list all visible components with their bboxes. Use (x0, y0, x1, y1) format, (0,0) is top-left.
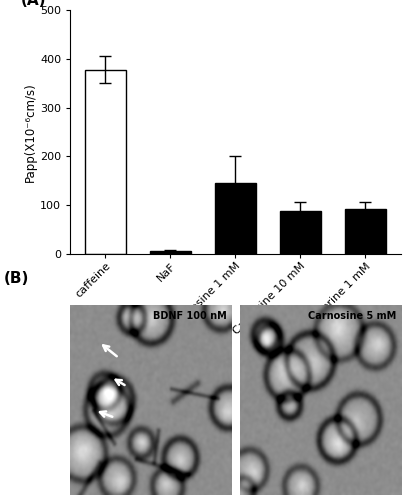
Bar (215, 183, 256, 254)
Bar (345, 209, 386, 254)
Text: Carnosine 5 mM: Carnosine 5 mM (308, 311, 396, 321)
Text: (A): (A) (21, 0, 46, 8)
Text: (B): (B) (4, 272, 29, 286)
Text: BDNF 100 nM: BDNF 100 nM (153, 311, 226, 321)
Bar (280, 211, 320, 254)
Bar (150, 252, 190, 254)
Y-axis label: Papp(X10⁻⁶cm/s): Papp(X10⁻⁶cm/s) (24, 82, 37, 182)
Bar (85, 70, 126, 254)
